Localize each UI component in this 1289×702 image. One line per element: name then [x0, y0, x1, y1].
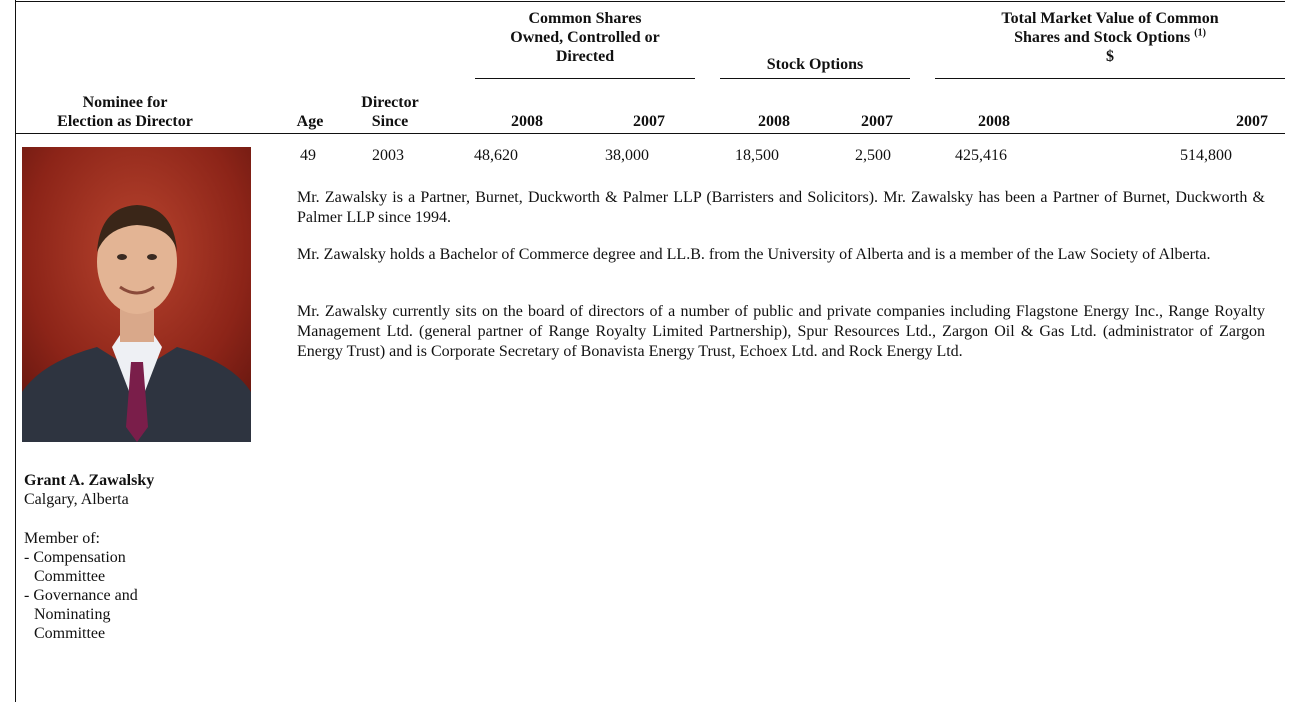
text-line: 2007 [1200, 112, 1268, 131]
column-header: 2007 [600, 112, 665, 131]
column-header: Age [290, 112, 330, 131]
group-rule [720, 78, 910, 79]
page: Common Shares Owned, Controlled or Direc… [0, 0, 1289, 702]
text-line: Nominee for [25, 93, 225, 112]
text-line: $ [960, 47, 1260, 66]
group-rule [475, 78, 695, 79]
bio-paragraph: Mr. Zawalsky currently sits on the board… [297, 302, 1265, 362]
group-rule [935, 78, 1285, 79]
column-header: 2008 [950, 112, 1010, 131]
nominee-name: Grant A. Zawalsky [24, 471, 154, 490]
group-header: Total Market Value of Common Shares and … [960, 9, 1260, 66]
text-line: Election as Director [25, 112, 225, 131]
committee: - Governance and Nominating Committee [24, 586, 138, 643]
cell: 2003 [372, 146, 404, 165]
membership-heading: Member of: [24, 529, 100, 548]
nominee-location: Calgary, Alberta [24, 490, 129, 509]
group-header: Stock Options [720, 55, 910, 74]
top-rule [15, 1, 1285, 2]
cell: 2,500 [855, 146, 891, 165]
text-line: Committee [24, 567, 126, 586]
committee: - Compensation Committee [24, 548, 126, 586]
text-line: 2008 [950, 112, 1010, 131]
text-line: 2007 [830, 112, 893, 131]
column-header: 2007 [830, 112, 893, 131]
text-line: Shares and Stock Options [1014, 29, 1190, 46]
text-line: Owned, Controlled or [470, 28, 700, 47]
group-header: Common Shares Owned, Controlled or Direc… [470, 9, 700, 66]
column-header: 2008 [480, 112, 543, 131]
text-line: Nominating [24, 605, 138, 624]
cell: 38,000 [605, 146, 649, 165]
cell: 425,416 [955, 146, 1007, 165]
column-header: 2008 [730, 112, 790, 131]
text-line: - Governance and [24, 586, 138, 605]
text-line: Directed [470, 47, 700, 66]
cell: 49 [300, 146, 316, 165]
cell: 514,800 [1180, 146, 1232, 165]
text-line: Total Market Value of Common [960, 9, 1260, 28]
left-rule [15, 0, 16, 702]
text-line: - Compensation [24, 548, 126, 567]
bio-paragraph: Mr. Zawalsky is a Partner, Burnet, Duckw… [297, 188, 1265, 228]
text-line: Common Shares [470, 9, 700, 28]
nominee-photo [22, 147, 251, 442]
text-line: Director [350, 93, 430, 112]
text-line: Committee [24, 624, 138, 643]
text-line: 2007 [600, 112, 665, 131]
text-line: Since [350, 112, 430, 131]
cell: 48,620 [474, 146, 518, 165]
text-line: Stock Options [720, 55, 910, 74]
text-line: 2008 [480, 112, 543, 131]
column-header: 2007 [1200, 112, 1268, 131]
text-line: (1) [1194, 28, 1206, 39]
cell: 18,500 [735, 146, 779, 165]
header-rule [15, 133, 1285, 134]
text-line: Age [290, 112, 330, 131]
text-line: 2008 [730, 112, 790, 131]
bio-paragraph: Mr. Zawalsky holds a Bachelor of Commerc… [297, 245, 1265, 265]
